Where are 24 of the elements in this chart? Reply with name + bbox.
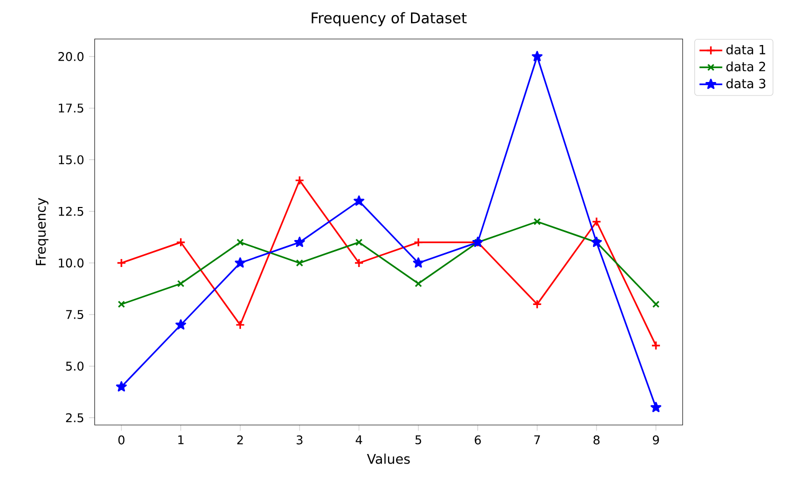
legend-label: data 1 bbox=[726, 44, 766, 54]
x-tick-label: 0 bbox=[118, 435, 124, 444]
x-tick-label: 2 bbox=[237, 435, 243, 444]
x-tick-label: 1 bbox=[178, 435, 184, 444]
y-axis-title: Frequency bbox=[36, 198, 48, 266]
x-tick-label: 7 bbox=[534, 435, 540, 444]
y-tick-label: 15.0 bbox=[58, 155, 84, 164]
y-tick-label: 2.5 bbox=[66, 413, 84, 422]
x-tick-label: 4 bbox=[356, 435, 362, 444]
x-tick-label: 8 bbox=[594, 435, 600, 444]
x-axis-title: Values bbox=[366, 454, 410, 464]
y-tick-label: 20.0 bbox=[58, 52, 84, 62]
x-tick-label: 9 bbox=[652, 435, 659, 444]
y-tick-label: 12.5 bbox=[58, 206, 84, 216]
y-tick-label: 17.5 bbox=[58, 104, 84, 113]
y-tick-label: 7.5 bbox=[66, 310, 84, 320]
y-tick-label: 5.0 bbox=[66, 362, 84, 371]
x-tick-label: 3 bbox=[296, 435, 302, 444]
legend-label: data 3 bbox=[726, 78, 766, 88]
x-tick-label: 6 bbox=[474, 435, 481, 444]
legend-label: data 2 bbox=[726, 62, 766, 72]
x-tick-label: 5 bbox=[415, 435, 422, 444]
chart-title: Frequency of Dataset bbox=[312, 12, 467, 26]
y-tick-label: 10.0 bbox=[58, 258, 84, 268]
